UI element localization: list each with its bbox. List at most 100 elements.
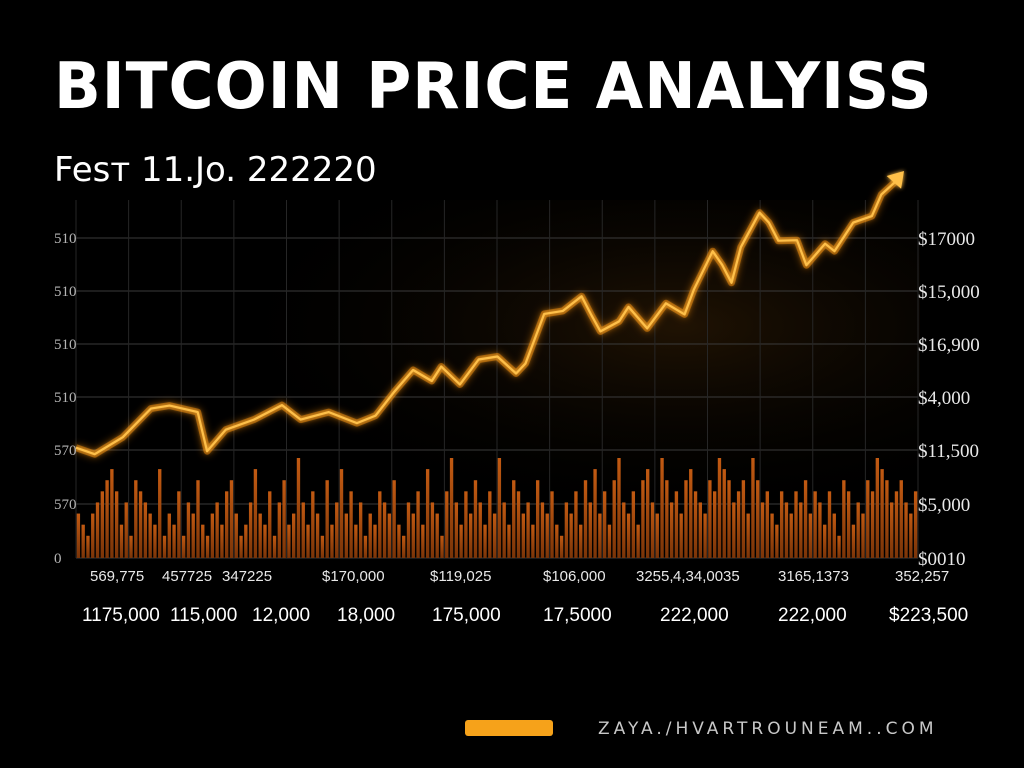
- volume-bar: [727, 480, 731, 558]
- volume-bar: [909, 513, 913, 558]
- volume-bar: [593, 469, 597, 558]
- right-tick: $17000: [918, 229, 975, 250]
- volume-bar: [703, 513, 707, 558]
- volume-bar: [406, 502, 411, 558]
- volume-bar: [397, 524, 401, 558]
- volume-bar: [885, 480, 889, 558]
- volume-bar: [119, 524, 124, 558]
- volume-bar: [765, 491, 769, 558]
- volume-bar: [545, 513, 549, 558]
- volume-bar: [201, 524, 205, 558]
- volume-bar: [287, 524, 291, 558]
- volume-bar: [569, 513, 573, 558]
- volume-bar: [325, 480, 329, 558]
- volume-bar: [598, 513, 602, 558]
- left-tick: 570: [54, 497, 77, 513]
- volume-bar: [473, 480, 478, 558]
- volume-bar: [574, 491, 578, 558]
- volume-bar: [760, 502, 765, 558]
- volume-bar: [449, 458, 454, 558]
- right-tick: $0010: [918, 549, 966, 570]
- volume-bar: [693, 491, 698, 558]
- volume-bar: [148, 513, 152, 558]
- volume-bar: [540, 502, 545, 558]
- volume-bar: [172, 524, 176, 558]
- volume-bar: [550, 491, 554, 558]
- volume-bar: [899, 480, 903, 558]
- volume-label: $106,000: [543, 568, 606, 585]
- chart-subtitle: Fesт 11.Jo. 222220: [54, 150, 377, 190]
- volume-bar: [114, 491, 119, 558]
- bottom-labels: 1175,000 115,000 12,000 18,000 175,000 17,500…: [82, 605, 968, 626]
- volume-bar: [349, 491, 353, 558]
- footer-url: ZAYA./HVARTROUNEAM..COM: [598, 719, 938, 739]
- right-tick: $5,000: [918, 495, 970, 516]
- volume-bar: [779, 491, 784, 558]
- volume-bar: [105, 480, 109, 558]
- volume-bar: [425, 469, 430, 558]
- left-tick: 510: [54, 337, 77, 353]
- left-tick: 0: [54, 551, 62, 567]
- volume-bar: [507, 524, 511, 558]
- volume-bar: [153, 524, 157, 558]
- volume-bar: [875, 458, 880, 558]
- volume-bar: [684, 480, 688, 558]
- volume-bar: [358, 502, 363, 558]
- volume-label: 569,775: [90, 568, 144, 585]
- price-line: [75, 176, 901, 456]
- volume-bar: [870, 491, 875, 558]
- bottom-label: 115,000: [170, 605, 237, 626]
- volume-bar: [521, 513, 525, 558]
- volume-bar: [76, 513, 81, 558]
- volume-label: 457725: [162, 568, 212, 585]
- volume-bar: [846, 491, 851, 558]
- volume-bar: [722, 469, 726, 558]
- volume-bar: [741, 480, 746, 558]
- volume-bar: [794, 491, 798, 558]
- volume-bar: [631, 491, 636, 558]
- volume-bar: [837, 535, 841, 558]
- right-tick: $15,000: [918, 282, 980, 303]
- bottom-label: 17,5000: [543, 605, 612, 626]
- bottom-label: 222,000: [660, 605, 729, 626]
- volume-bar: [440, 535, 444, 558]
- volume-bar: [799, 502, 803, 558]
- volume-bar: [402, 535, 406, 558]
- volume-bar: [770, 513, 774, 558]
- volume-bar: [138, 491, 143, 558]
- bottom-label: 175,000: [432, 605, 501, 626]
- volume-bar: [244, 524, 248, 558]
- volume-bar: [894, 491, 899, 558]
- volume-bar: [263, 524, 267, 558]
- volume-bar: [445, 491, 449, 558]
- volume-bar: [717, 458, 722, 558]
- left-tick: 570: [54, 443, 77, 459]
- volume-bar: [95, 502, 100, 558]
- volume-bar: [492, 513, 497, 558]
- volume-bar: [674, 491, 679, 558]
- volume-bar: [732, 502, 736, 558]
- volume-bar: [488, 491, 492, 558]
- volume-label: 4,34,0035: [673, 568, 740, 585]
- volume-bar: [555, 524, 559, 558]
- bottom-label: 12,000: [252, 605, 310, 626]
- volume-bar: [134, 480, 138, 558]
- volume-bar: [268, 491, 272, 558]
- volume-bar: [382, 502, 387, 558]
- volume-bar: [579, 524, 583, 558]
- volume-bar: [588, 502, 592, 558]
- volume-bar: [181, 535, 186, 558]
- volume-bar: [708, 480, 712, 558]
- volume-bar: [86, 535, 90, 558]
- volume-bar: [808, 513, 813, 558]
- grid: [75, 200, 919, 559]
- right-tick: $11,500: [918, 441, 979, 462]
- volume-bar: [239, 535, 243, 558]
- volume-bar: [612, 480, 616, 558]
- left-tick: 510: [54, 390, 77, 406]
- volume-bar: [823, 524, 827, 558]
- bottom-label: 18,000: [337, 605, 395, 626]
- volume-bar: [124, 502, 128, 558]
- volume-bar: [689, 469, 693, 558]
- volume-bar: [617, 458, 621, 558]
